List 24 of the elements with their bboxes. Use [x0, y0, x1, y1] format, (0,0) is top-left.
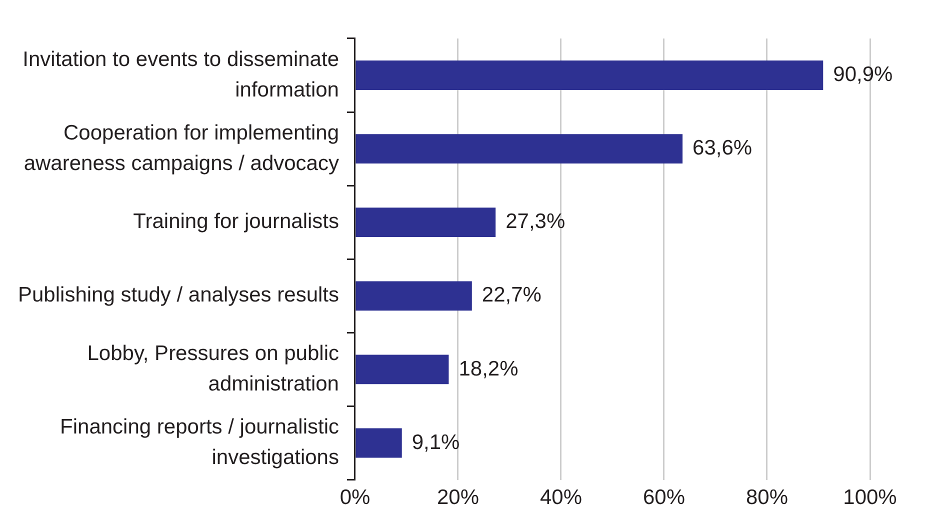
- x-tick-label: 40%: [540, 486, 582, 510]
- bar: [356, 60, 824, 90]
- bar: [356, 134, 683, 164]
- bar: [356, 281, 472, 311]
- bar: [356, 354, 449, 384]
- y-tick-label: Training for journalists: [133, 210, 339, 234]
- bar: [356, 428, 402, 458]
- data-label: 22,7%: [482, 284, 542, 307]
- y-tick-label: Invitation to events to disseminate information: [22, 48, 339, 102]
- x-tick-label: 80%: [746, 486, 788, 510]
- data-label: 63,6%: [692, 136, 752, 160]
- y-tick-label: Financing reports / journalistic investigations: [60, 416, 339, 470]
- y-tick-label: Lobby, Pressures on public administration: [87, 342, 339, 396]
- data-label: 9,1%: [412, 430, 460, 454]
- data-label: 18,2%: [458, 357, 518, 380]
- bar: [356, 208, 496, 238]
- x-tick-label: 60%: [642, 486, 686, 510]
- data-label: 90,9%: [833, 63, 893, 86]
- x-tick-label: 100%: [843, 486, 897, 510]
- data-label: 27,3%: [506, 210, 566, 234]
- x-tick-label: 0%: [340, 486, 370, 510]
- y-tick-label: Cooperation for implementing awareness campaigns / advocacy: [24, 121, 340, 175]
- y-tick-label: Publishing study / analyses results: [18, 284, 339, 307]
- x-tick-label: 20%: [436, 486, 480, 510]
